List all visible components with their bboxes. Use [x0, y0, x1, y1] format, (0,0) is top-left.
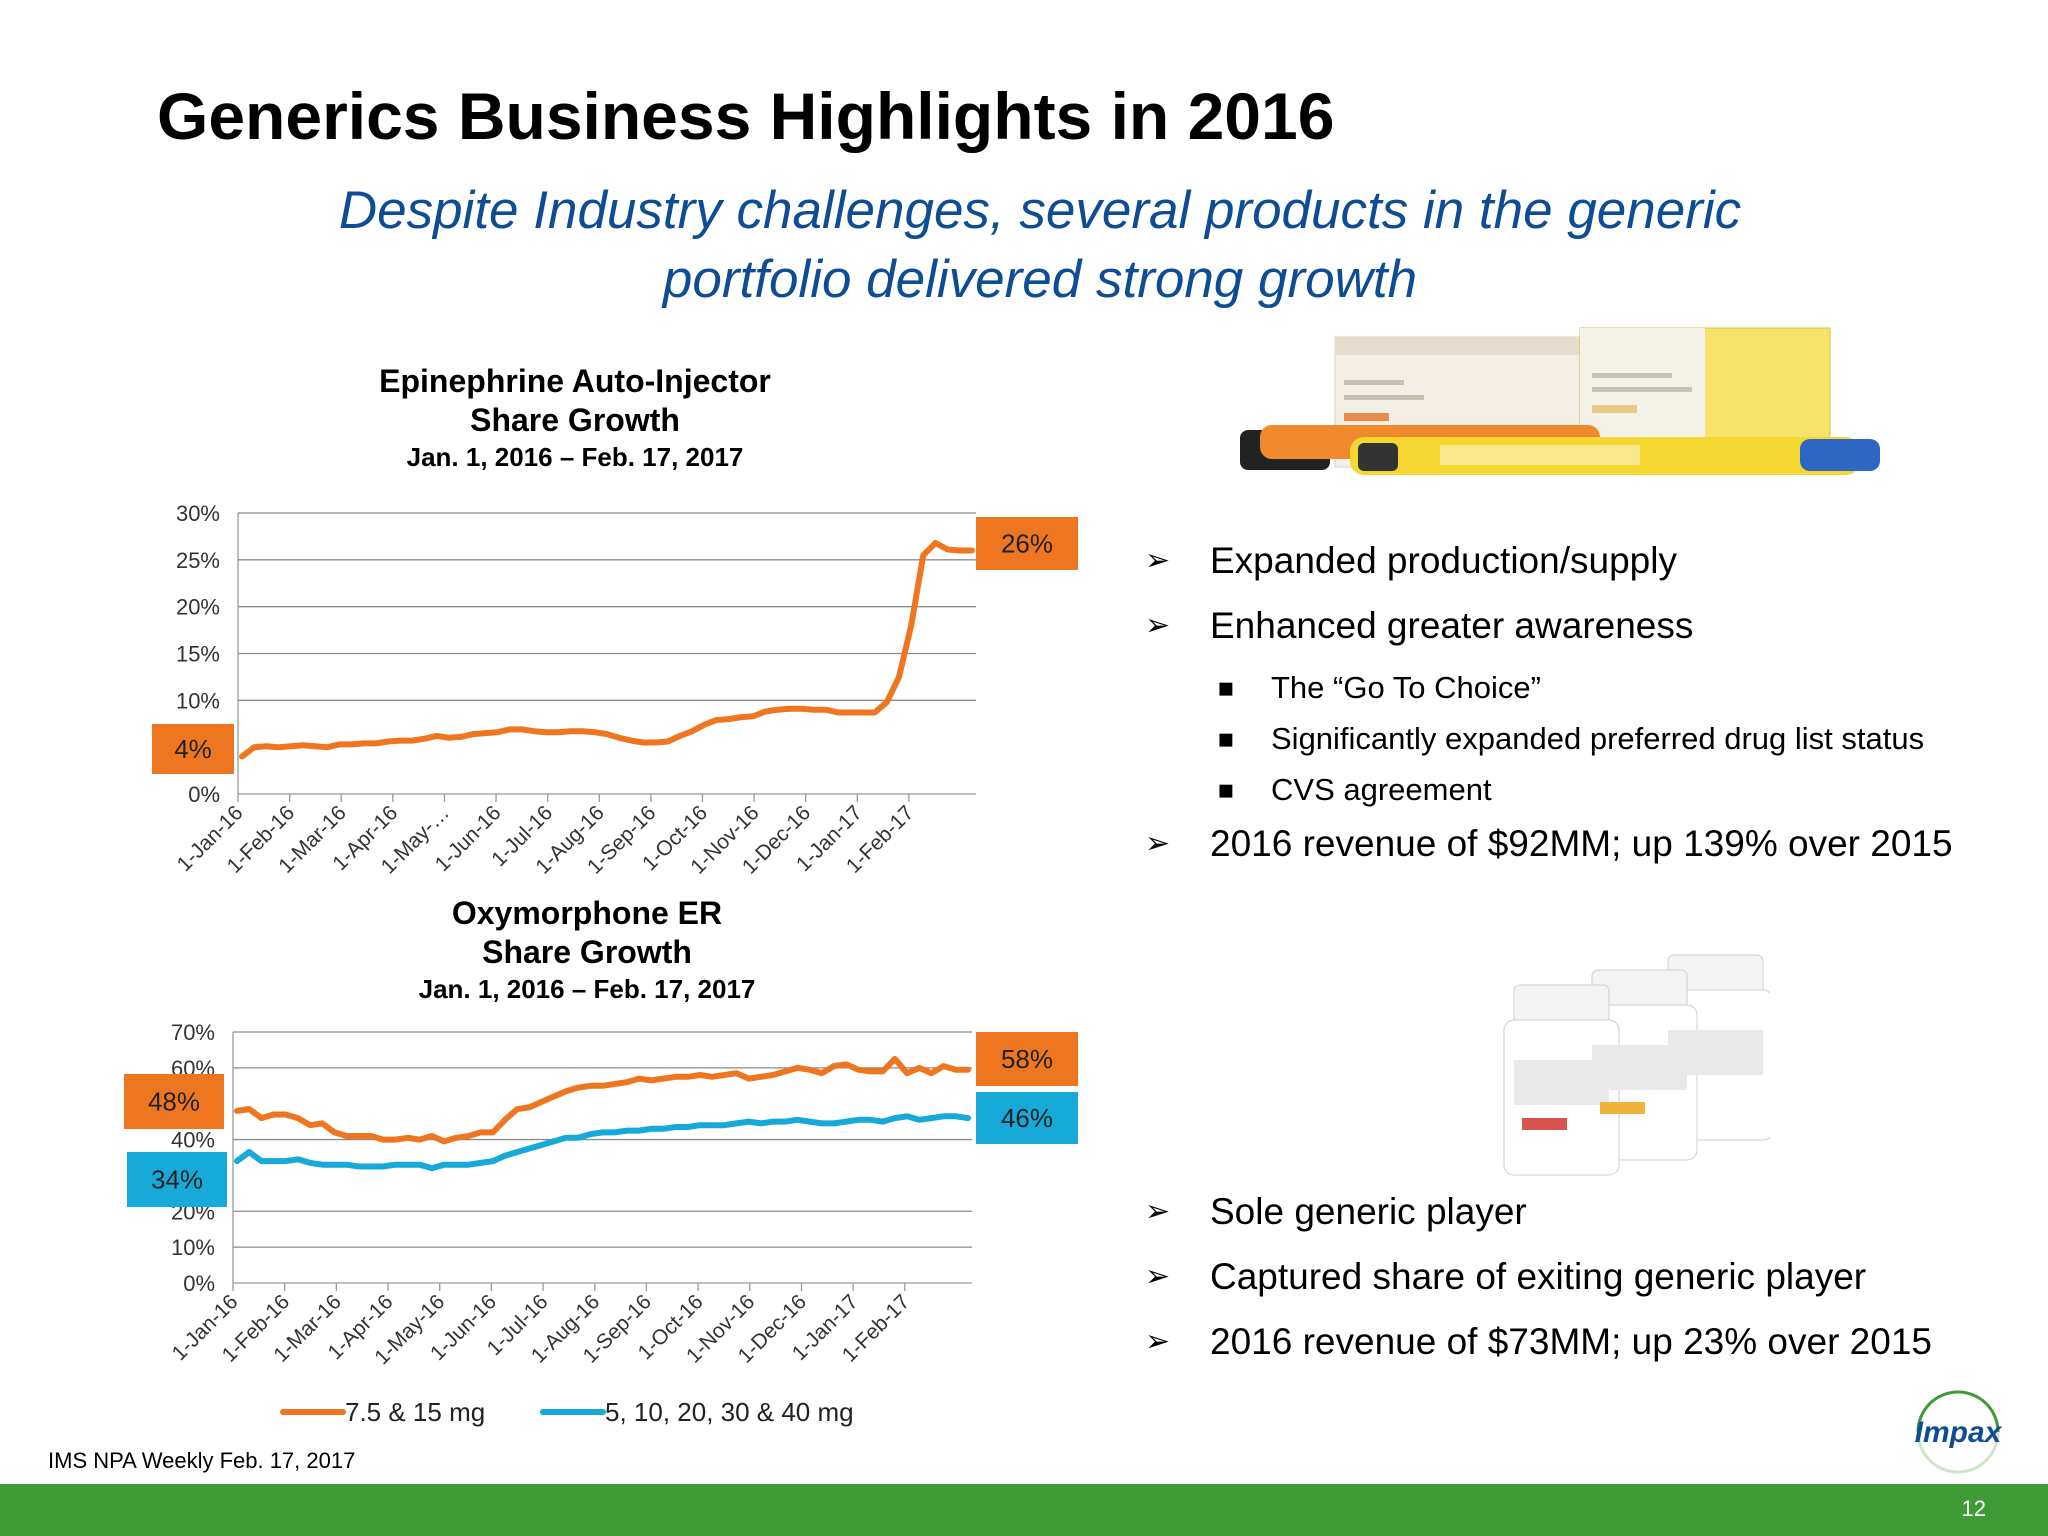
source-note: IMS NPA Weekly Feb. 17, 2017	[48, 1448, 356, 1473]
slide-title: Generics Business Highlights in 2016	[157, 79, 1335, 153]
impax-logo: Impax	[1915, 1390, 2003, 1474]
chart2-series-1-start-label-box	[127, 1152, 227, 1207]
footer-bar: 12	[0, 1484, 2048, 1536]
epinephrine-bullet-4: CVS agreement	[1145, 771, 1953, 822]
chart2-ytick-0: 0%	[183, 1271, 215, 1296]
chart1-series-0-end-label: 26%	[1001, 529, 1053, 559]
chart1-series-0-end-label-box	[976, 517, 1078, 570]
chart2-series-1-line	[234, 1113, 971, 1172]
chart2-series-0-start-label-box	[124, 1074, 224, 1129]
oxymorphone-bullet-1: Captured share of exiting generic player	[1145, 1255, 1932, 1320]
chart1-title: Epinephrine Auto-Injector	[379, 363, 771, 399]
chart2-title: Oxymorphone ER	[451, 895, 723, 931]
chart2-title-line2: Share Growth	[482, 934, 692, 970]
epinephrine-bullet-1: Enhanced greater awareness	[1145, 604, 1953, 669]
chart1-ytick-5: 30%	[176, 501, 220, 526]
oxymorphone-bullet-list: Sole generic playerCaptured share of exi…	[1145, 1190, 1932, 1385]
subtitle-line-1: Despite Industry challenges, several pro…	[338, 181, 1742, 240]
chart1-series-0-start-label: 4%	[174, 734, 212, 764]
page-number: 12	[1961, 1496, 1986, 1521]
oxymorphone-bullet-0: Sole generic player	[1145, 1190, 1932, 1255]
chart2-ytick-3: 40%	[171, 1128, 215, 1153]
chart1-series-0-start-label-box	[152, 724, 234, 774]
epinephrine-bullet-5: 2016 revenue of $92MM; up 139% over 2015	[1145, 822, 1953, 887]
chart1-series-0-line	[239, 540, 975, 760]
chart2-legend-label-1: 5, 10, 20, 30 & 40 mg	[605, 1397, 854, 1427]
chart1-ytick-4: 25%	[176, 548, 220, 573]
chart1-date-range: Jan. 1, 2016 – Feb. 17, 2017	[406, 442, 744, 472]
epinephrine-product-image	[1240, 327, 1880, 475]
oxymorphone-product-image	[1503, 954, 1770, 1176]
chart2-legend-label-0: 7.5 & 15 mg	[345, 1397, 485, 1427]
subtitle-line-2: portfolio delivered strong growth	[662, 250, 1418, 309]
epinephrine-share-chart: 0%10%15%20%25%30%1-Jan-161-Feb-161-Mar-1…	[152, 501, 1078, 879]
chart2-series-0-start-label: 48%	[148, 1087, 200, 1117]
chart1-title-block: Epinephrine Auto-Injector Share Growth J…	[325, 362, 825, 474]
chart1-ytick-1: 10%	[176, 688, 220, 713]
epinephrine-bullet-list: Expanded production/supplyEnhanced great…	[1145, 539, 1953, 887]
chart1-ytick-3: 20%	[176, 595, 220, 620]
chart1-ytick-0: 0%	[188, 782, 220, 807]
chart2-series-0-end-label: 58%	[1001, 1044, 1053, 1074]
chart2-series-0-line	[234, 1055, 971, 1145]
epinephrine-bullet-0: Expanded production/supply	[1145, 539, 1953, 604]
oxymorphone-share-chart: 0%10%20%40%60%70%1-Jan-161-Feb-161-Mar-1…	[124, 1020, 1078, 1427]
chart2-series-1-end-label-box	[976, 1092, 1078, 1144]
chart2-series-0-end-label-box	[976, 1032, 1078, 1086]
slide-subtitle: Despite Industry challenges, several pro…	[200, 176, 1880, 314]
chart2-series-1-start-label: 34%	[151, 1165, 203, 1195]
chart2-series-1-end-label: 46%	[1001, 1103, 1053, 1133]
epinephrine-bullet-2: The “Go To Choice”	[1145, 669, 1953, 720]
logo-text: Impax	[1915, 1416, 2003, 1449]
oxymorphone-bullet-2: 2016 revenue of $73MM; up 23% over 2015	[1145, 1320, 1932, 1385]
chart1-title-line2: Share Growth	[470, 402, 680, 438]
chart2-ytick-5: 70%	[171, 1020, 215, 1045]
chart1-ytick-2: 15%	[176, 642, 220, 667]
epinephrine-bullet-3: Significantly expanded preferred drug li…	[1145, 720, 1953, 771]
chart2-title-block: Oxymorphone ER Share Growth Jan. 1, 2016…	[337, 894, 837, 1006]
chart2-ytick-1: 10%	[171, 1235, 215, 1260]
chart2-date-range: Jan. 1, 2016 – Feb. 17, 2017	[418, 974, 756, 1004]
